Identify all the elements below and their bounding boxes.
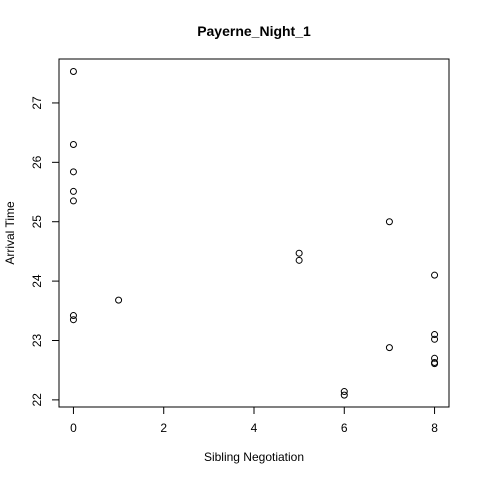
data-point bbox=[69, 187, 77, 195]
data-point bbox=[295, 249, 303, 257]
y-tick-label: 22 bbox=[30, 393, 44, 407]
data-points bbox=[69, 67, 439, 399]
y-tick-label: 27 bbox=[30, 96, 44, 110]
data-point bbox=[431, 335, 439, 343]
data-point bbox=[69, 168, 77, 176]
y-axis-label: Arrival Time bbox=[3, 201, 17, 265]
data-point bbox=[431, 354, 439, 362]
data-point bbox=[385, 344, 393, 352]
data-point bbox=[69, 67, 77, 75]
chart-title: Payerne_Night_1 bbox=[197, 23, 311, 39]
y-axis: 22 23 24 25 26 27 bbox=[30, 96, 60, 407]
x-tick-label: 2 bbox=[160, 421, 167, 435]
data-point bbox=[431, 331, 439, 339]
plot-frame bbox=[58, 58, 450, 408]
y-tick-label: 23 bbox=[30, 333, 44, 347]
data-point bbox=[340, 388, 348, 396]
data-point bbox=[115, 296, 123, 304]
x-axis: 0 2 4 6 8 bbox=[70, 406, 438, 435]
data-point bbox=[69, 197, 77, 205]
x-axis-label: Sibling Negotiation bbox=[204, 450, 304, 464]
data-point bbox=[340, 391, 348, 399]
data-point bbox=[385, 218, 393, 226]
x-tick-label: 8 bbox=[431, 421, 438, 435]
data-point bbox=[431, 360, 439, 368]
data-point bbox=[69, 316, 77, 324]
data-point bbox=[69, 141, 77, 149]
data-point bbox=[69, 312, 77, 320]
data-point bbox=[295, 256, 303, 264]
y-tick-label: 25 bbox=[30, 215, 44, 229]
y-tick-label: 24 bbox=[30, 274, 44, 288]
x-tick-label: 0 bbox=[70, 421, 77, 435]
x-tick-label: 4 bbox=[251, 421, 258, 435]
data-point bbox=[431, 271, 439, 279]
x-tick-label: 6 bbox=[341, 421, 348, 435]
y-tick-label: 26 bbox=[30, 155, 44, 169]
